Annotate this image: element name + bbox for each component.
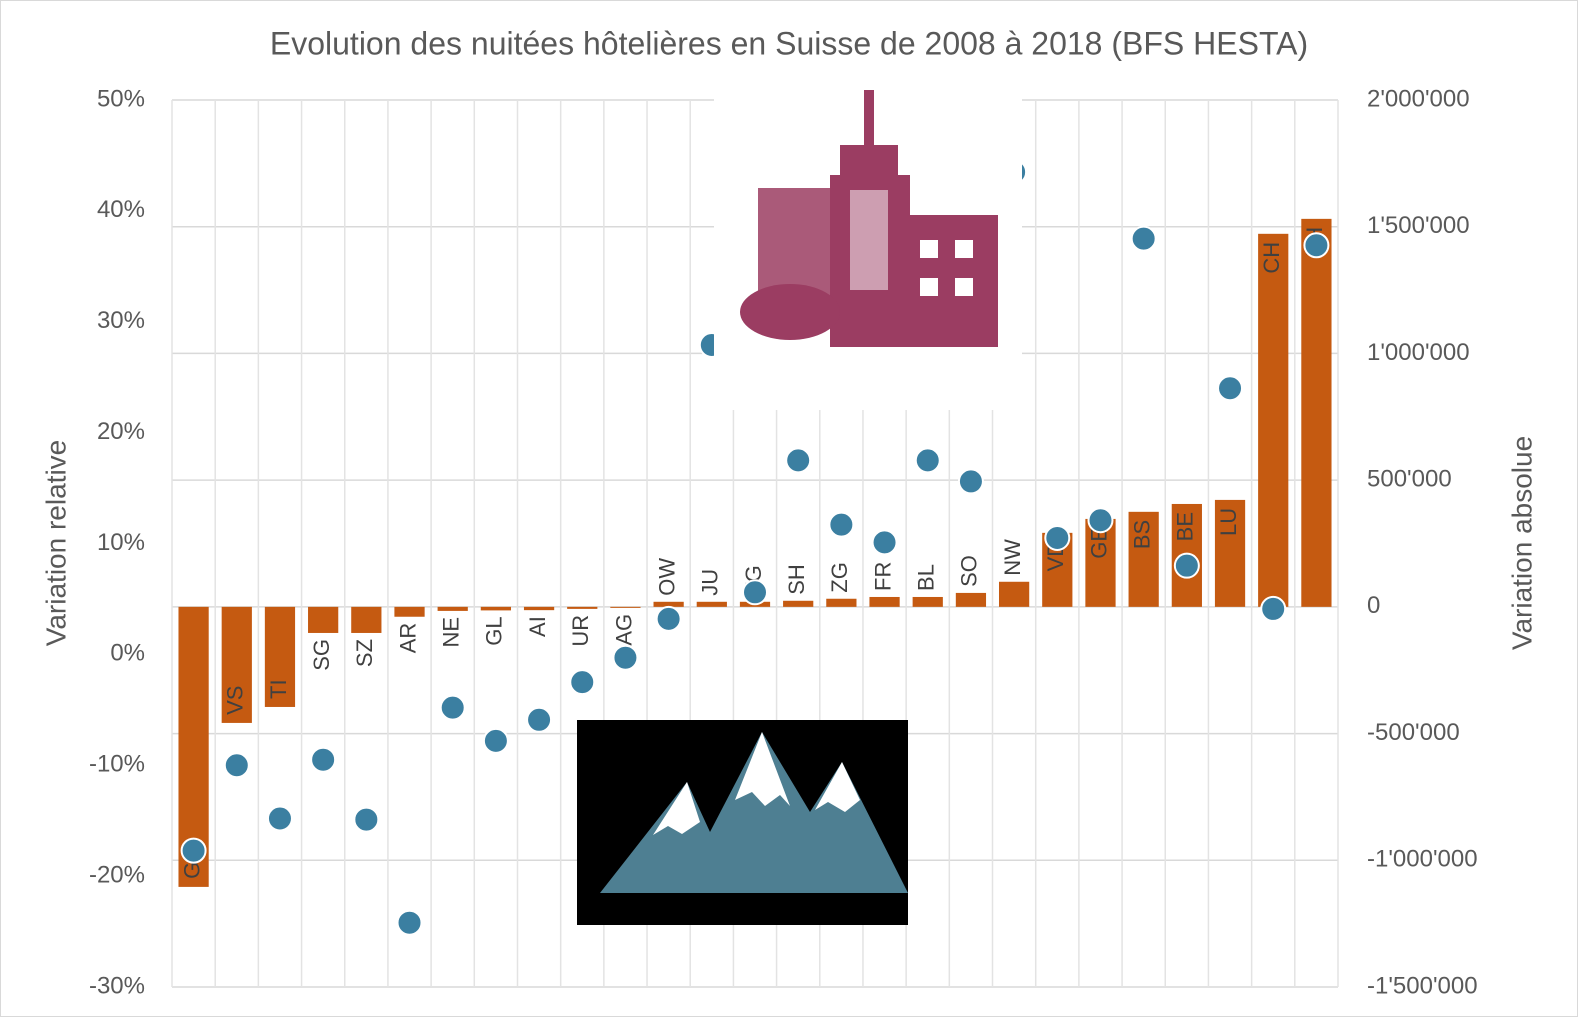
dot (310, 746, 337, 773)
y-tick-label: -30% (89, 972, 145, 999)
category-label: GL (482, 616, 507, 645)
dot (871, 529, 898, 556)
bar (955, 592, 987, 607)
bar (394, 606, 425, 617)
dot (1217, 375, 1244, 402)
dot (353, 806, 380, 833)
y-tick-label: -20% (89, 861, 145, 888)
bar (308, 606, 339, 633)
category-label: LU (1216, 508, 1241, 536)
y-axis-title: Variation relative (40, 440, 71, 646)
category-label: AR (395, 623, 420, 654)
dot (396, 909, 423, 936)
dot (569, 669, 596, 696)
category-label: CH (1259, 242, 1284, 274)
category-label: SH (784, 564, 809, 595)
dot (828, 511, 855, 538)
dot (1260, 595, 1287, 622)
category-label: BE (1173, 512, 1198, 541)
bar (1128, 511, 1159, 607)
category-label: UR (568, 615, 593, 647)
category-label: TI (266, 679, 291, 699)
category-label: SG (309, 639, 334, 671)
category-label: NE (439, 617, 464, 648)
category-label: JU (698, 569, 723, 596)
category-label: SO (957, 555, 982, 587)
building-icon (714, 70, 1022, 410)
bar (437, 606, 468, 611)
bar (1214, 499, 1246, 607)
y-tick-label: 10% (97, 529, 145, 556)
y2-tick-label: -1'500'000 (1367, 972, 1478, 999)
y-tick-label: -10% (89, 751, 145, 778)
category-label: FR (870, 562, 895, 591)
chart-title: Evolution des nuitées hôtelières en Suis… (270, 25, 1308, 61)
y2-tick-label: -1'000'000 (1367, 846, 1478, 873)
dot (742, 579, 768, 606)
y2-tick-label: -500'000 (1367, 719, 1460, 746)
category-label: BL (914, 564, 939, 591)
bar (1258, 233, 1289, 607)
dot (1173, 552, 1200, 579)
category-label: VS (223, 686, 248, 715)
y2-tick-label: 0 (1367, 592, 1380, 619)
bar (351, 606, 382, 633)
bar (696, 601, 727, 607)
bar (1301, 218, 1332, 607)
bar (610, 606, 641, 608)
y-tick-label: 20% (97, 418, 145, 445)
dot (655, 605, 682, 632)
dot (1130, 225, 1157, 252)
bar (826, 598, 857, 607)
y-tick-label: 50% (97, 85, 145, 112)
bar (523, 606, 555, 611)
category-label: ZG (827, 562, 852, 593)
dot (526, 706, 553, 733)
mountain-image (577, 720, 908, 925)
dot (180, 837, 207, 864)
dot (1303, 232, 1330, 259)
dot (482, 727, 509, 754)
bar (480, 606, 512, 611)
bar (783, 600, 814, 607)
dot (785, 447, 812, 474)
y-tick-label: 30% (97, 307, 145, 334)
y-tick-label: 40% (97, 196, 145, 223)
category-label: AI (525, 616, 550, 637)
dot (1087, 507, 1114, 534)
y2-tick-label: 1'500'000 (1367, 212, 1470, 239)
category-label: NW (1000, 539, 1025, 576)
bar (869, 596, 900, 607)
bar (567, 606, 598, 609)
bar (1085, 518, 1116, 607)
dot (914, 447, 941, 474)
bar (912, 596, 943, 607)
bar (998, 581, 1030, 607)
category-label: AG (611, 614, 636, 646)
y2-tick-label: 2'000'000 (1367, 85, 1470, 112)
bar (653, 601, 684, 607)
y2-axis-title: Variation absolue (1506, 436, 1537, 650)
y-tick-label: 0% (110, 640, 145, 667)
category-label: OW (654, 558, 679, 596)
dot (957, 468, 984, 495)
bar (221, 606, 252, 723)
bar (264, 606, 296, 707)
dot (439, 694, 466, 721)
dot (612, 644, 639, 671)
dot (1044, 524, 1071, 551)
y2-tick-label: 500'000 (1367, 465, 1452, 492)
y2-tick-label: 1'000'000 (1367, 339, 1470, 366)
plot-area: -30% -20% -10% 0% 10% 20% 30% 40% 50% -1'500'000 -… (89, 85, 1478, 999)
category-label: SZ (352, 639, 377, 667)
dot (266, 805, 293, 832)
dot (223, 752, 250, 779)
category-label: BS (1129, 520, 1154, 549)
